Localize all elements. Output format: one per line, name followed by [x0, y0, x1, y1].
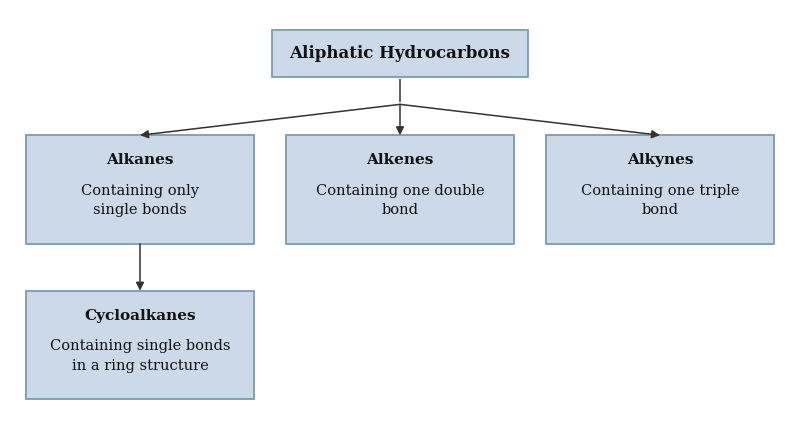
- Text: Containing one double
bond: Containing one double bond: [316, 184, 484, 217]
- Text: Alkanes: Alkanes: [106, 153, 174, 167]
- Text: Aliphatic Hydrocarbons: Aliphatic Hydrocarbons: [290, 45, 510, 62]
- Bar: [272, 30, 528, 77]
- Text: Containing one triple
bond: Containing one triple bond: [581, 184, 739, 217]
- Text: Alkynes: Alkynes: [626, 153, 694, 167]
- Bar: [26, 291, 254, 400]
- Text: Containing single bonds
in a ring structure: Containing single bonds in a ring struct…: [50, 339, 230, 373]
- Bar: [286, 135, 514, 244]
- Bar: [26, 135, 254, 244]
- Text: Alkenes: Alkenes: [366, 153, 434, 167]
- Text: Containing only
single bonds: Containing only single bonds: [81, 184, 199, 217]
- Text: Cycloalkanes: Cycloalkanes: [84, 309, 196, 323]
- Bar: [546, 135, 774, 244]
